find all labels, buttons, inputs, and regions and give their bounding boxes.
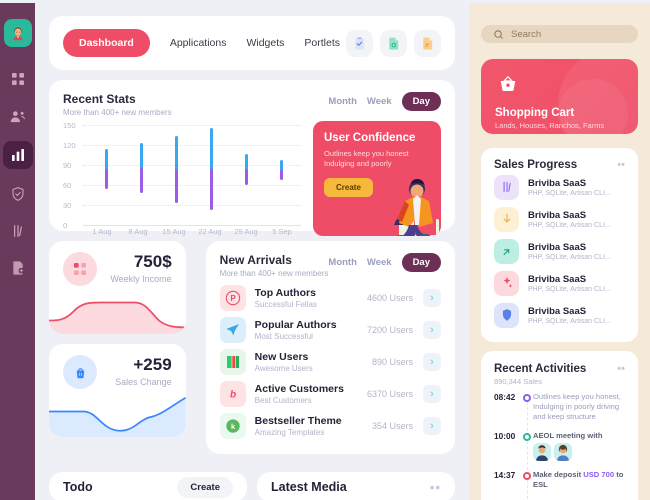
svg-text:b: b (230, 389, 236, 400)
svg-text:P: P (230, 294, 236, 303)
